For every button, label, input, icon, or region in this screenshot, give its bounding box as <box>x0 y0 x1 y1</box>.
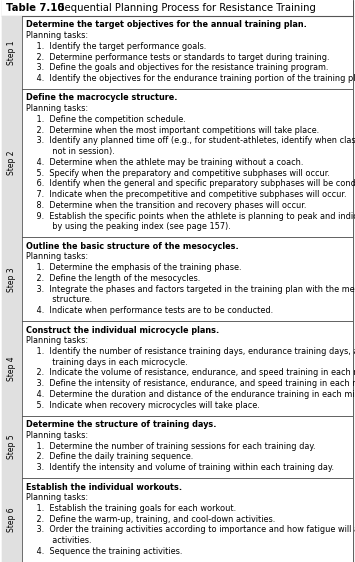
Text: Outline the basic structure of the mesocycles.: Outline the basic structure of the mesoc… <box>26 242 239 251</box>
Text: not in session).: not in session). <box>26 147 115 156</box>
Text: 5.  Indicate when recovery microcycles will take place.: 5. Indicate when recovery microcycles wi… <box>26 401 260 410</box>
Text: Step 4: Step 4 <box>7 356 16 381</box>
Text: 1.  Identify the target performance goals.: 1. Identify the target performance goals… <box>26 42 206 51</box>
Text: Planning tasks:: Planning tasks: <box>26 431 88 440</box>
Text: 3.  Identify the intensity and volume of training within each training day.: 3. Identify the intensity and volume of … <box>26 463 334 472</box>
Text: Step 2: Step 2 <box>7 151 16 175</box>
Bar <box>2 237 353 321</box>
Text: 4.  Determine when the athlete may be training without a coach.: 4. Determine when the athlete may be tra… <box>26 158 304 167</box>
Text: Define the macrocycle structure.: Define the macrocycle structure. <box>26 93 178 102</box>
Text: 5.  Specify when the preparatory and competitive subphases will occur.: 5. Specify when the preparatory and comp… <box>26 169 330 178</box>
Text: 1.  Identify the number of resistance training days, endurance training days, an: 1. Identify the number of resistance tra… <box>26 347 355 356</box>
Text: 2.  Define the daily training sequence.: 2. Define the daily training sequence. <box>26 452 193 461</box>
Text: 2.  Determine when the most important competitions will take place.: 2. Determine when the most important com… <box>26 126 319 135</box>
Text: Planning tasks:: Planning tasks: <box>26 104 88 113</box>
Text: Determine the target objectives for the annual training plan.: Determine the target objectives for the … <box>26 20 307 29</box>
Bar <box>2 321 353 416</box>
Bar <box>2 321 22 416</box>
Text: 8.  Determine when the transition and recovery phases will occur.: 8. Determine when the transition and rec… <box>26 201 306 210</box>
Text: 7.  Indicate when the precompetitive and competitive subphases will occur.: 7. Indicate when the precompetitive and … <box>26 190 346 199</box>
Text: Planning tasks:: Planning tasks: <box>26 31 88 40</box>
Text: Planning tasks:: Planning tasks: <box>26 252 88 261</box>
Text: 1.  Define the competition schedule.: 1. Define the competition schedule. <box>26 115 186 124</box>
Bar <box>2 89 353 237</box>
Text: Construct the individual microcycle plans.: Construct the individual microcycle plan… <box>26 325 219 334</box>
Text: Step 3: Step 3 <box>7 267 16 292</box>
Text: 6.  Identify when the general and specific preparatory subphases will be conduct: 6. Identify when the general and specifi… <box>26 179 355 188</box>
Text: 3.  Define the intensity of resistance, endurance, and speed training in each mi: 3. Define the intensity of resistance, e… <box>26 379 355 388</box>
Bar <box>2 16 22 89</box>
Text: 1.  Determine the emphasis of the training phase.: 1. Determine the emphasis of the trainin… <box>26 263 241 272</box>
Text: 4.  Determine the duration and distance of the endurance training in each microc: 4. Determine the duration and distance o… <box>26 390 355 399</box>
Text: 2.  Define the warm-up, training, and cool-down activities.: 2. Define the warm-up, training, and coo… <box>26 515 275 524</box>
Text: 2.  Define the length of the mesocycles.: 2. Define the length of the mesocycles. <box>26 274 200 283</box>
Text: 3.  Order the training activities according to importance and how fatigue will a: 3. Order the training activities accordi… <box>26 525 355 534</box>
Bar <box>2 89 22 237</box>
Text: Sequential Planning Process for Resistance Training: Sequential Planning Process for Resistan… <box>49 3 316 13</box>
Text: Planning tasks:: Planning tasks: <box>26 493 88 502</box>
Text: 2.  Indicate the volume of resistance, endurance, and speed training in each mic: 2. Indicate the volume of resistance, en… <box>26 369 355 378</box>
Text: 4.  Sequence the training activities.: 4. Sequence the training activities. <box>26 547 182 556</box>
Text: 3.  Integrate the phases and factors targeted in the training plan with the meso: 3. Integrate the phases and factors targ… <box>26 284 355 294</box>
Text: 9.  Establish the specific points when the athlete is planning to peak and indic: 9. Establish the specific points when th… <box>26 211 355 220</box>
Bar <box>2 237 22 321</box>
Text: 1.  Determine the number of training sessions for each training day.: 1. Determine the number of training sess… <box>26 442 316 451</box>
Text: structure.: structure. <box>26 296 92 305</box>
Text: training days in each microcycle.: training days in each microcycle. <box>26 358 188 367</box>
Bar <box>2 416 22 478</box>
Bar <box>2 16 353 89</box>
Text: Determine the structure of training days.: Determine the structure of training days… <box>26 420 217 429</box>
Text: Planning tasks:: Planning tasks: <box>26 336 88 345</box>
Text: by using the peaking index (see page 157).: by using the peaking index (see page 157… <box>26 223 231 232</box>
Text: 1.  Establish the training goals for each workout.: 1. Establish the training goals for each… <box>26 504 236 513</box>
Text: activities.: activities. <box>26 536 92 545</box>
Text: 4.  Indicate when performance tests are to be conducted.: 4. Indicate when performance tests are t… <box>26 306 273 315</box>
Text: Step 6: Step 6 <box>7 507 16 532</box>
Bar <box>2 478 353 562</box>
Bar <box>2 416 353 478</box>
Text: 2.  Determine performance tests or standards to target during training.: 2. Determine performance tests or standa… <box>26 53 329 62</box>
Text: Step 1: Step 1 <box>7 40 16 65</box>
Text: 4.  Identify the objectives for the endurance training portion of the training p: 4. Identify the objectives for the endur… <box>26 74 355 83</box>
Text: Establish the individual workouts.: Establish the individual workouts. <box>26 483 182 492</box>
Text: Step 5: Step 5 <box>7 434 16 459</box>
Text: 3.  Identify any planned time off (e.g., for student-athletes, identify when cla: 3. Identify any planned time off (e.g., … <box>26 137 355 146</box>
Text: Table 7.10: Table 7.10 <box>6 3 64 13</box>
Bar <box>2 0 353 16</box>
Bar <box>2 478 22 562</box>
Text: 3.  Define the goals and objectives for the resistance training program.: 3. Define the goals and objectives for t… <box>26 64 328 72</box>
